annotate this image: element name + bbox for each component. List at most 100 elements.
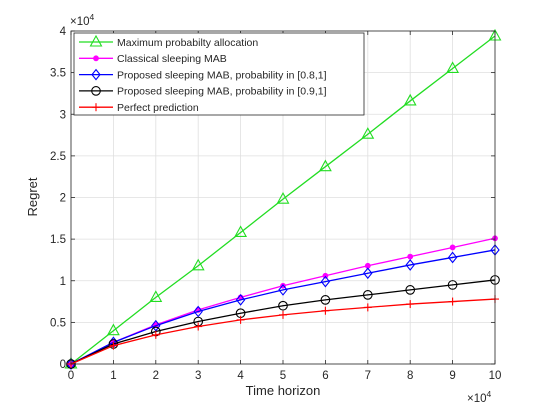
x-exponent-power: 4 <box>487 389 492 399</box>
y-tick-label: 2.5 <box>50 151 66 163</box>
triangle-marker <box>403 93 417 106</box>
x-tick-label: 1 <box>110 370 116 382</box>
diamond-marker <box>151 319 161 332</box>
legend-label: Maximum probabilty allocation <box>117 37 258 49</box>
y-tick-label: 0.5 <box>50 317 66 329</box>
y-tick-label: 4 <box>60 26 67 38</box>
triangle-marker <box>89 34 103 47</box>
legend-entry: Classical sleeping MAB <box>79 53 227 65</box>
legend: Maximum probabilty allocation Classical s… <box>73 32 365 116</box>
data-point <box>321 306 330 315</box>
x-tick-label: 9 <box>449 370 455 382</box>
triangle-marker <box>361 127 375 139</box>
diamond-marker <box>193 305 203 318</box>
x-tick-label: 6 <box>322 370 328 382</box>
dot-marker <box>449 244 456 251</box>
data-point <box>278 284 288 296</box>
x-tick-label: 0 <box>68 370 74 382</box>
data-point <box>407 253 414 260</box>
data-point <box>149 290 163 302</box>
data-point <box>446 61 460 74</box>
y-tick-label: 2 <box>60 193 66 205</box>
x-tick-label: 5 <box>280 370 286 382</box>
data-point <box>362 290 373 300</box>
legend-entry: Perfect prediction <box>79 102 199 114</box>
legend-entry: Maximum probabilty allocation <box>79 34 258 49</box>
diamond-marker <box>320 275 331 288</box>
x-tick-label: 2 <box>153 370 159 382</box>
data-point <box>363 303 372 312</box>
series-line <box>70 249 496 365</box>
legend-label: Perfect prediction <box>117 102 199 114</box>
data-point <box>234 225 248 238</box>
data-point <box>361 127 375 139</box>
circle-marker <box>362 290 373 300</box>
data-point <box>194 322 203 331</box>
series-4 <box>66 275 500 369</box>
circle-marker <box>447 280 458 290</box>
diamond-marker <box>447 251 458 264</box>
y-tick-label: 1.5 <box>50 234 66 246</box>
data-point <box>151 330 160 339</box>
triangle-marker <box>149 290 163 302</box>
legend-entry: Proposed sleeping MAB, probability in [0… <box>79 86 327 98</box>
series-line <box>70 279 496 365</box>
legend-box <box>73 32 365 116</box>
data-point <box>235 294 246 306</box>
data-point <box>448 297 457 306</box>
data-point <box>109 341 118 350</box>
circle-marker <box>320 295 331 305</box>
x-axis-title: Time horizon <box>246 383 321 398</box>
legend-label: Classical sleeping MAB <box>117 53 227 65</box>
data-point <box>405 285 416 295</box>
data-point <box>447 251 458 264</box>
data-point <box>318 159 332 172</box>
x-tick-label: 10 <box>489 370 502 382</box>
y-axis-title: Regret <box>25 177 40 216</box>
legend-label: Proposed sleeping MAB, probability in [0… <box>117 69 327 81</box>
data-point <box>279 310 287 319</box>
data-point <box>191 258 205 271</box>
legend-items: Maximum probabilty allocation Classical s… <box>79 34 327 114</box>
data-point <box>106 323 120 336</box>
data-point <box>193 305 203 318</box>
data-point <box>406 300 415 309</box>
y-tick-label: 3.5 <box>50 68 66 80</box>
diamond-marker <box>278 284 288 296</box>
x-exponent-label: ×104 <box>467 389 492 405</box>
diamond-marker <box>363 267 373 280</box>
legend-entry: Proposed sleeping MAB, probability in [0… <box>79 68 327 81</box>
tick-labels: 0 1 2 3 4 5 6 7 8 9 10 0 0.5 1 1.5 2 2.5 3 3.5 4 <box>50 26 501 382</box>
x-tick-label: 7 <box>365 370 371 382</box>
triangle-marker <box>318 159 332 172</box>
x-tick-label: 4 <box>237 370 244 382</box>
triangle-marker <box>106 323 120 336</box>
y-exponent-base: ×10 <box>70 16 90 28</box>
triangle-marker <box>191 258 205 271</box>
y-exponent-label: ×104 <box>70 12 95 28</box>
dot-marker <box>407 253 414 260</box>
data-point <box>403 93 417 106</box>
circle-marker <box>91 86 101 96</box>
data-point <box>278 300 288 311</box>
circle-marker <box>405 285 416 295</box>
data-point <box>236 315 245 324</box>
diamond-marker <box>405 259 415 271</box>
triangle-marker <box>234 225 248 238</box>
circle-marker <box>278 300 288 311</box>
y-tick-label: 0 <box>60 359 66 371</box>
data-point <box>320 275 331 288</box>
triangle-marker <box>446 61 460 74</box>
y-exponent-power: 4 <box>90 12 95 22</box>
x-exponent-base: ×10 <box>467 393 487 405</box>
data-point <box>363 267 373 280</box>
x-tick-label: 3 <box>195 370 201 382</box>
data-point <box>320 295 331 305</box>
data-point <box>151 319 161 332</box>
data-point <box>405 259 415 271</box>
series-line <box>70 35 496 365</box>
y-tick-label: 3 <box>60 109 66 121</box>
data-point <box>447 280 458 290</box>
